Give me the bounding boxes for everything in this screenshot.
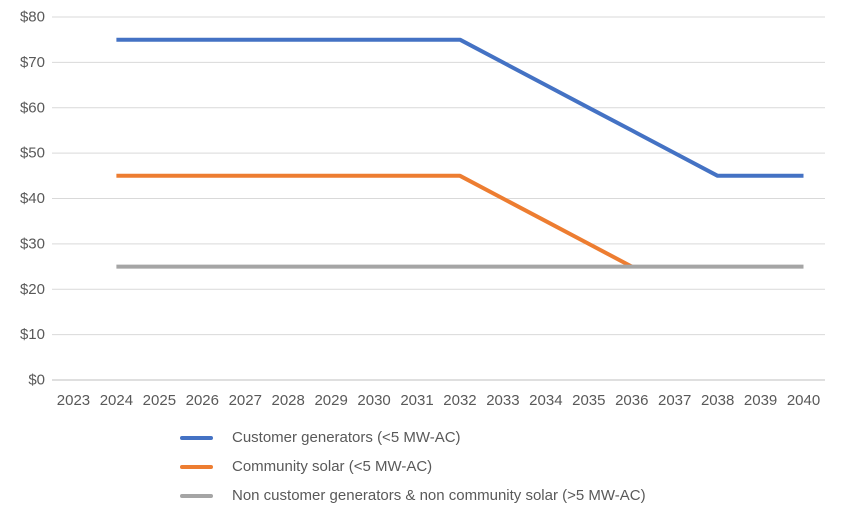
x-tick-label: 2023: [57, 392, 90, 409]
y-tick-label: $80: [20, 9, 45, 26]
x-tick-label: 2034: [529, 392, 562, 409]
x-tick-label: 2029: [314, 392, 347, 409]
series-line-0: [116, 37, 804, 178]
x-tick-label: 2033: [486, 392, 519, 409]
legend-swatch-community-solar: [180, 464, 213, 469]
legend-label-customer-generators: Customer generators (<5 MW-AC): [232, 429, 461, 446]
y-tick-label: $50: [20, 145, 45, 162]
legend-item-non-customer-generators: Non customer generators & non community …: [180, 481, 646, 510]
x-tick-label: 2040: [787, 392, 820, 409]
legend-label-non-customer-generators: Non customer generators & non community …: [232, 487, 646, 504]
legend-label-community-solar: Community solar (<5 MW-AC): [232, 458, 433, 475]
y-tick-label: $60: [20, 99, 45, 116]
x-tick-label: 2030: [357, 392, 390, 409]
y-tick-label: $70: [20, 54, 45, 71]
y-tick-label: $40: [20, 190, 45, 207]
x-tick-label: 2039: [744, 392, 777, 409]
x-tick-label: 2031: [400, 392, 433, 409]
x-tick-label: 2024: [100, 392, 133, 409]
legend-item-customer-generators: Customer generators (<5 MW-AC): [180, 423, 646, 452]
legend-swatch-customer-generators: [180, 435, 213, 440]
x-tick-label: 2035: [572, 392, 605, 409]
x-tick-label: 2037: [658, 392, 691, 409]
x-tick-label: 2027: [229, 392, 262, 409]
y-tick-label: $20: [20, 281, 45, 298]
x-tick-label: 2038: [701, 392, 734, 409]
series-line-1: [116, 173, 633, 269]
x-tick-label: 2036: [615, 392, 648, 409]
plot-area: $0 $10 $20 $30 $40 $50 $60 $70 $80 2023 2024 2025 20…: [20, 9, 825, 409]
y-tick-label: $10: [20, 326, 45, 343]
x-tick-label: 2028: [272, 392, 305, 409]
chart-legend: Customer generators (<5 MW-AC) Community…: [180, 423, 646, 510]
x-tick-label: 2026: [186, 392, 219, 409]
legend-swatch-non-customer-generators: [180, 493, 213, 498]
legend-item-community-solar: Community solar (<5 MW-AC): [180, 452, 646, 481]
x-tick-label: 2025: [143, 392, 176, 409]
y-tick-label: $0: [28, 372, 45, 389]
x-tick-label: 2032: [443, 392, 476, 409]
y-tick-label: $30: [20, 235, 45, 252]
